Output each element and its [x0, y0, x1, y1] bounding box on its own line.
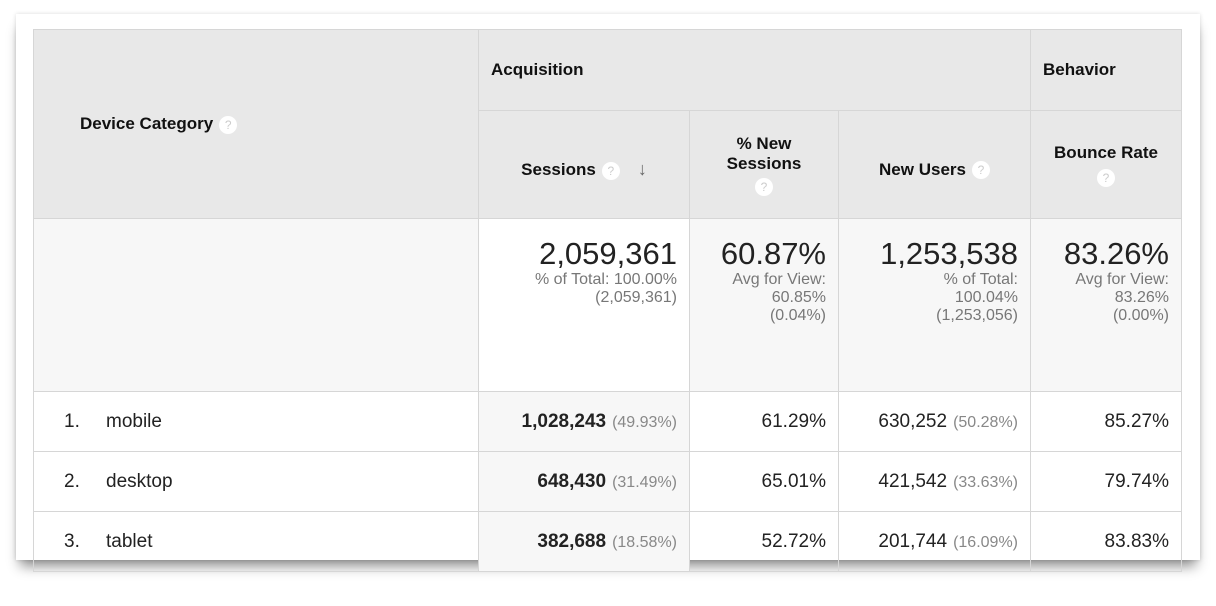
new-users-percent: (16.09%): [953, 533, 1018, 551]
totals-bounce-rate-value: 83.26%: [1063, 236, 1169, 271]
totals-note: (1,253,056): [936, 307, 1018, 324]
totals-dimension-cell: [33, 218, 479, 392]
new-users-value: 630,252: [878, 410, 948, 432]
table-row: 2. desktop 648,430 (31.49%) 65.01% 421,542…: [33, 451, 1182, 512]
table-row: 3. tablet 382,688 (18.58%) 52.72% 201,744 (…: [33, 511, 1182, 572]
device-cell[interactable]: 3. tablet: [33, 511, 479, 572]
totals-note: 60.85%: [771, 289, 826, 306]
sessions-header-label: Sessions: [521, 160, 596, 179]
bounce-rate-cell: 85.27%: [1030, 391, 1182, 452]
new-users-header-label: New Users: [879, 159, 966, 179]
device-category-table: Device Category? Acquisition Behavior Se…: [33, 29, 1182, 572]
pct-new-sessions-cell: 65.01%: [689, 451, 839, 512]
pct-new-sessions-cell: 61.29%: [689, 391, 839, 452]
sessions-value: 1,028,243: [521, 410, 607, 432]
totals-sessions-value: 2,059,361: [539, 236, 677, 271]
device-cell[interactable]: 2. desktop: [33, 451, 479, 512]
sessions-percent: (49.93%): [612, 413, 677, 431]
totals-pct-new-sessions: 60.87% Avg for View: 60.85% (0.04%): [689, 218, 839, 392]
new-users-percent: (50.28%): [953, 413, 1018, 431]
sessions-cell: 1,028,243 (49.93%): [478, 391, 690, 452]
help-icon[interactable]: ?: [755, 177, 773, 196]
help-icon[interactable]: ?: [601, 161, 620, 180]
help-icon[interactable]: ?: [1097, 168, 1115, 187]
sessions-percent: (18.58%): [612, 533, 677, 551]
totals-new-users: 1,253,538 % of Total: 100.04% (1,253,056…: [838, 218, 1031, 392]
device-link[interactable]: mobile: [106, 410, 162, 432]
device-link[interactable]: tablet: [106, 530, 153, 552]
sessions-cell: 648,430 (31.49%): [478, 451, 690, 512]
new-users-cell: 630,252 (50.28%): [838, 391, 1031, 452]
totals-note: % of Total:: [943, 271, 1018, 288]
totals-note: (0.04%): [769, 307, 826, 324]
dimension-header-label: Device Category: [80, 114, 214, 133]
row-index: 1.: [64, 410, 80, 432]
help-icon[interactable]: ?: [971, 161, 990, 180]
help-icon[interactable]: ?: [219, 115, 238, 134]
sessions-value: 382,688: [537, 530, 607, 552]
pct-new-sessions-cell: 52.72%: [689, 511, 839, 572]
totals-sessions: 2,059,361 % of Total: 100.00% (2,059,361…: [478, 218, 690, 392]
device-link[interactable]: desktop: [106, 470, 173, 492]
new-users-value: 201,744: [878, 530, 948, 552]
row-index: 2.: [64, 470, 80, 492]
totals-bounce-rate: 83.26% Avg for View: 83.26% (0.00%): [1030, 218, 1182, 392]
bounce-rate-column-header[interactable]: Bounce Rate?: [1030, 110, 1182, 219]
sessions-value: 648,430: [537, 470, 607, 492]
sessions-column-header[interactable]: Sessions? ↓: [478, 110, 690, 219]
table-row: 1. mobile 1,028,243 (49.93%) 61.29% 630,25…: [33, 391, 1182, 452]
totals-sessions-note: (2,059,361): [595, 289, 677, 306]
row-index: 3.: [64, 530, 80, 552]
acquisition-group-header: Acquisition: [478, 29, 1031, 111]
totals-note: Avg for View:: [732, 271, 826, 288]
pct-new-sessions-column-header[interactable]: % New Sessions?: [689, 110, 839, 219]
totals-note: Avg for View:: [1075, 271, 1169, 288]
totals-note: 100.04%: [954, 289, 1018, 306]
bounce-rate-header-label: Bounce Rate: [1054, 142, 1158, 162]
dimension-header[interactable]: Device Category?: [33, 29, 479, 219]
totals-note: 83.26%: [1114, 289, 1169, 306]
new-users-column-header[interactable]: New Users?: [838, 110, 1031, 219]
sort-descending-icon[interactable]: ↓: [637, 159, 647, 179]
totals-new-users-value: 1,253,538: [880, 236, 1018, 271]
totals-sessions-note: % of Total: 100.00%: [534, 271, 677, 288]
new-users-value: 421,542: [878, 470, 948, 492]
totals-note: (0.00%): [1112, 307, 1169, 324]
behavior-group-header: Behavior: [1030, 29, 1182, 111]
sessions-cell: 382,688 (18.58%): [478, 511, 690, 572]
pct-new-sessions-header-label: % New Sessions: [726, 133, 802, 173]
totals-pct-new-sessions-value: 60.87%: [720, 236, 826, 271]
bounce-rate-cell: 79.74%: [1030, 451, 1182, 512]
new-users-percent: (33.63%): [953, 473, 1018, 491]
sessions-percent: (31.49%): [612, 473, 677, 491]
device-cell[interactable]: 1. mobile: [33, 391, 479, 452]
new-users-cell: 201,744 (16.09%): [838, 511, 1031, 572]
totals-row: 2,059,361 % of Total: 100.00% (2,059,361…: [33, 218, 1182, 392]
bounce-rate-cell: 83.83%: [1030, 511, 1182, 572]
new-users-cell: 421,542 (33.63%): [838, 451, 1031, 512]
